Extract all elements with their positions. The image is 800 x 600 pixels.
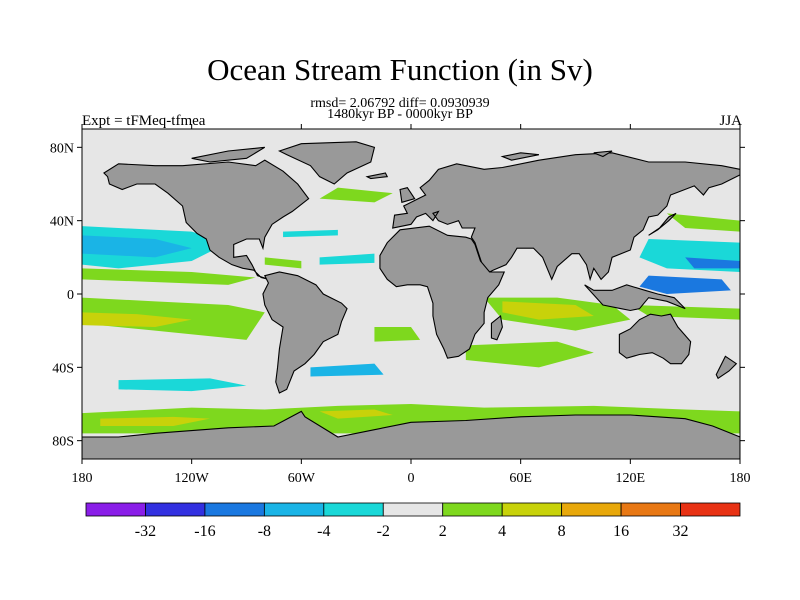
lat-tick-label: 80S (52, 435, 74, 450)
period-label: 1480kyr BP - 0000kyr BP (327, 107, 473, 122)
lon-tick-label: 60W (288, 471, 316, 486)
season-label: JJA (719, 113, 742, 129)
colorbar-label: -4 (317, 523, 330, 540)
land-north-america (103, 159, 310, 280)
colorbar-label: -2 (377, 523, 390, 540)
colorbar-swatch (561, 502, 622, 517)
colorbar-label: 2 (439, 523, 447, 540)
land-antarctica (82, 410, 740, 459)
stream-function-field (82, 178, 740, 434)
colorbar-label: -8 (258, 523, 271, 540)
land-madagascar (490, 314, 503, 341)
colorbar-swatch (263, 502, 325, 517)
colorbar-swatch (382, 502, 444, 517)
colorbar-label: 4 (498, 523, 506, 540)
field-band-southern-yellow (100, 409, 393, 426)
colorbar-label: -16 (194, 523, 215, 540)
colorbar-swatch (323, 502, 384, 517)
field-band-spac-cyan (118, 378, 247, 392)
field-band-wpac-green (630, 213, 740, 320)
map-panel (82, 129, 740, 459)
field-band-epac-blue (685, 257, 740, 269)
land-australia (618, 313, 692, 365)
field-band-npac-blue (82, 235, 192, 258)
lon-tick-label: 180 (730, 471, 751, 486)
colorbar-swatch (145, 502, 206, 517)
lat-tick-label: 40N (50, 215, 74, 230)
latitude-axis: 80N 40N 0 40S 80S (50, 141, 745, 450)
colorbar: -32 -16 -8 -4 -2 2 4 8 16 32 (85, 502, 741, 540)
lon-tick-label: 0 (408, 471, 415, 486)
field-band-indian-yellow (502, 301, 594, 320)
land-new-zealand (715, 355, 738, 380)
colorbar-label: 16 (613, 523, 629, 540)
lon-tick-label: 180 (72, 471, 93, 486)
field-band-npac-green-1 (82, 268, 256, 285)
field-band-wpac-blue (639, 275, 731, 294)
field-band-sindian-green (465, 341, 594, 368)
lat-tick-label: 80N (50, 141, 74, 156)
field-band-spac-yellow (82, 312, 192, 327)
lat-tick-label: 40S (52, 361, 74, 376)
field-band-satl-blue (310, 363, 384, 377)
lon-tick-label: 60E (509, 471, 532, 486)
colorbar-label: 8 (558, 523, 566, 540)
colorbar-swatch (85, 502, 146, 517)
colorbar-swatch (680, 502, 741, 517)
land-uk (399, 187, 416, 204)
land-south-america (262, 271, 348, 394)
land-japan (648, 212, 677, 236)
lon-tick-label: 120E (616, 471, 646, 486)
land-eurasia (392, 152, 740, 282)
land-iceland (365, 172, 389, 180)
plot-title: Ocean Stream Function (in Sv) (207, 52, 593, 87)
land-africa (379, 225, 506, 359)
colorbar-swatch (501, 502, 563, 517)
colorbar-swatch (204, 502, 265, 517)
colorbar-swatch (620, 502, 681, 517)
lat-tick-label: 0 (67, 288, 74, 303)
land-indonesia (584, 284, 686, 312)
stats-line: rmsd= 2.06792 diff= 0.0930939 (310, 96, 490, 111)
lon-tick-label: 120W (175, 471, 210, 486)
longitude-axis: 180 120W 60W 0 60E 120E 180 (72, 124, 751, 486)
colorbar-label: 32 (673, 523, 689, 540)
land-greenland (277, 141, 376, 185)
land-arctic-islands (191, 146, 613, 163)
colorbar-swatch (442, 502, 503, 517)
continents (82, 141, 740, 459)
colorbar-label: -32 (135, 523, 156, 540)
experiment-label: Expt = tFMeq-tfmea (82, 113, 206, 129)
field-band-satl-green (374, 326, 421, 342)
field-band-natl-cyan (283, 229, 375, 265)
